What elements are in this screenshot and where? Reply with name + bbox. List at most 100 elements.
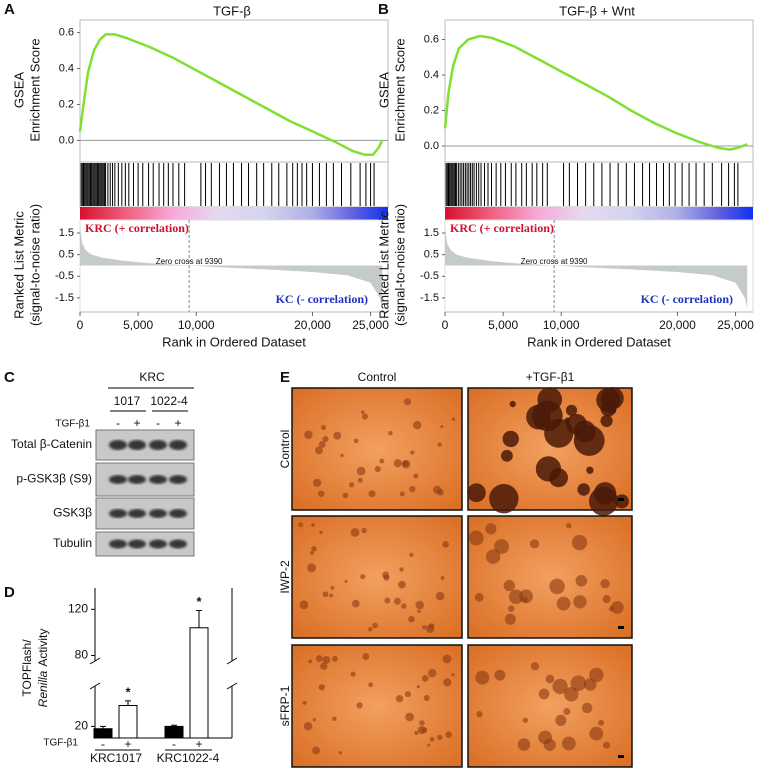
y-axis-label: GSEA <box>11 72 26 108</box>
spheroid <box>440 575 445 580</box>
spheroid <box>318 684 325 691</box>
spheroid <box>468 530 484 546</box>
spheroid <box>552 678 568 695</box>
spheroid <box>302 700 307 705</box>
spheroid <box>360 410 365 415</box>
spheroid <box>583 678 597 691</box>
y-tick-label: 0.5 <box>424 249 439 261</box>
y-tick-label: 20 <box>75 719 89 733</box>
spheroid <box>508 605 515 612</box>
y-tick-label: -0.5 <box>55 270 74 282</box>
spheroid <box>388 430 393 436</box>
axis-break <box>89 682 101 690</box>
spheroid <box>593 482 617 505</box>
spheroid <box>494 539 509 554</box>
spheroid <box>589 667 604 683</box>
blot-group: KRC <box>139 370 165 384</box>
x-tick-label: 0 <box>442 318 449 332</box>
spheroid <box>405 712 414 722</box>
spheroid <box>600 414 613 428</box>
spheroid <box>608 606 615 612</box>
x-tick-label: 10,000 <box>178 318 215 332</box>
spheroid <box>404 691 411 698</box>
spheroid <box>317 490 325 497</box>
spheroid <box>299 600 309 610</box>
chart-title: TGF-β + Wnt <box>559 3 635 18</box>
spheroid <box>577 483 590 496</box>
y-axis-label: Enrichment Score <box>27 38 42 141</box>
spheroid <box>403 398 412 406</box>
y-tick-label: 80 <box>75 648 89 662</box>
spheroid <box>413 473 419 479</box>
chart-title: TGF-β <box>213 3 251 18</box>
y-axis-label: (signal-to-noise ratio) <box>392 204 407 326</box>
scale-bar <box>618 498 624 501</box>
y-tick-label: 0.0 <box>424 140 439 152</box>
spheroid <box>545 674 555 684</box>
spheroid <box>485 549 501 564</box>
spheroid <box>412 420 422 430</box>
y-axis-label: Ranked List Metric <box>11 211 26 319</box>
spheroid <box>298 522 304 528</box>
spheroid <box>414 730 419 735</box>
blot-sign: - <box>156 416 160 430</box>
spheroid <box>372 622 378 629</box>
bar <box>118 705 138 739</box>
spheroid <box>573 595 587 609</box>
x-tick-label: 5,000 <box>488 318 518 332</box>
factor-label: TGF-β1 <box>43 738 78 749</box>
spheroid <box>435 591 445 601</box>
y-tick-label: 0.4 <box>59 62 74 74</box>
blot-row-label: p-GSK3β (S9) <box>16 472 92 486</box>
spheroid <box>361 413 368 420</box>
spheroid <box>331 655 338 662</box>
spheroid <box>508 589 524 605</box>
spheroid <box>421 674 429 682</box>
spheroid <box>322 656 331 664</box>
blot-band <box>109 539 127 549</box>
spheroid <box>340 453 344 458</box>
blot-treatment: TGF-β1 <box>55 419 90 430</box>
spheroid <box>442 654 452 664</box>
blot-band <box>128 509 146 518</box>
spheroid <box>304 430 313 439</box>
spheroid <box>329 593 334 598</box>
y-axis-label: (signal-to-noise ratio) <box>27 204 42 326</box>
blot-band <box>169 440 187 450</box>
image-column-label: Control <box>358 370 397 384</box>
spheroid <box>467 483 486 503</box>
y-tick-label: 0.6 <box>424 33 439 45</box>
spheroid <box>509 400 516 408</box>
y-tick-label: -1.5 <box>420 292 439 304</box>
metric-area <box>445 226 748 309</box>
spheroid <box>602 595 611 604</box>
spheroid <box>312 718 317 722</box>
spheroid <box>357 477 363 483</box>
annotation: KRC (+ correlation) <box>450 221 554 235</box>
spheroid <box>393 597 401 605</box>
y-tick-label: 0.5 <box>59 249 74 261</box>
spheroid <box>581 702 593 714</box>
spheroid <box>451 673 455 677</box>
spheroid <box>474 593 484 602</box>
y-tick-label: 0.2 <box>59 98 74 110</box>
spheroid <box>401 459 411 469</box>
spheroid <box>312 478 322 487</box>
spheroid <box>315 655 323 662</box>
blot-sign: - <box>116 416 120 430</box>
spheroid <box>352 599 360 608</box>
blot-band <box>169 475 187 484</box>
micrograph <box>467 515 633 639</box>
spheroid <box>350 671 356 677</box>
spheroid <box>384 597 391 604</box>
spheroid <box>421 727 428 734</box>
panel-letter: E <box>280 369 290 386</box>
panel-letter: C <box>4 369 15 386</box>
spheroid <box>589 726 604 741</box>
spheroid <box>417 609 421 613</box>
spheroid <box>409 485 416 493</box>
x-tick-label: - <box>172 737 176 751</box>
y-tick-label: -0.5 <box>420 270 439 282</box>
annotation: KC (- correlation) <box>276 292 368 306</box>
spheroid <box>571 534 588 551</box>
